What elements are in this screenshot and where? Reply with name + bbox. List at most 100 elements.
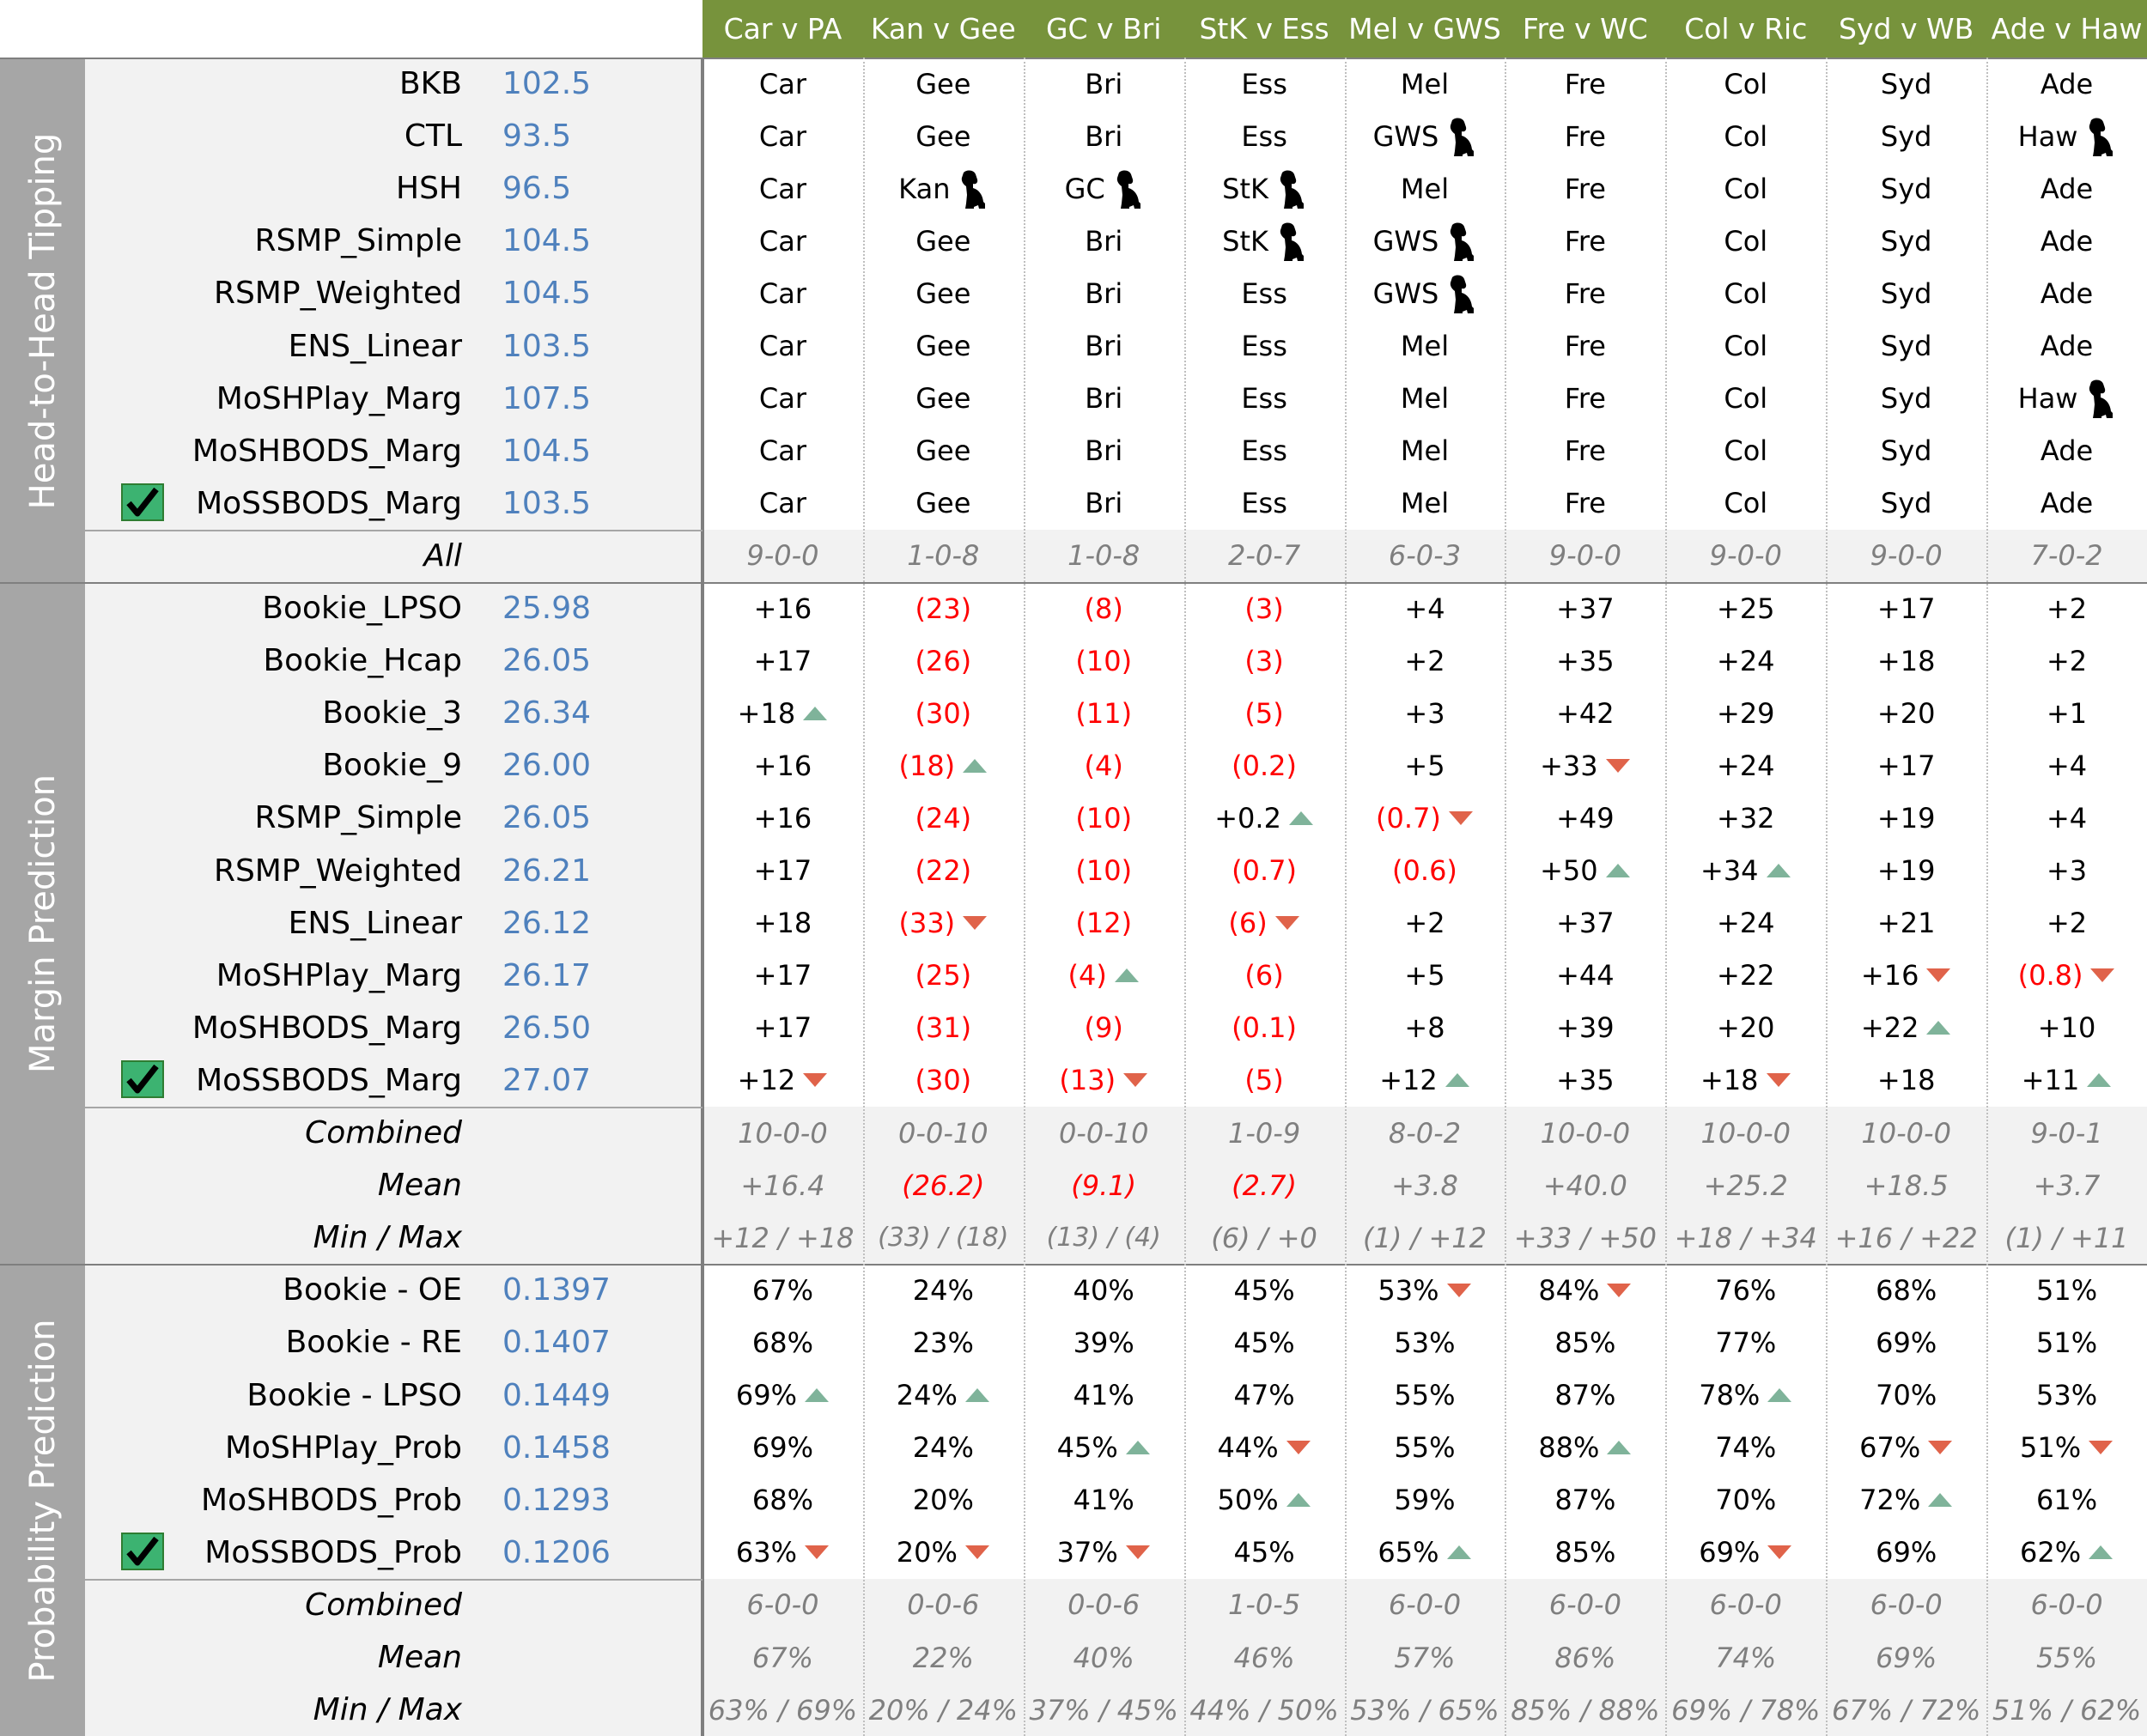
cell-text: Ess <box>1241 330 1287 363</box>
pick-cell: 39% <box>1024 1316 1184 1369</box>
pick-cell: Bri <box>1024 58 1184 110</box>
cell-text: Fre <box>1564 172 1606 205</box>
pick-cell: Mel <box>1345 373 1505 425</box>
cell-text: Ess <box>1241 487 1287 520</box>
dog-icon <box>1280 170 1305 209</box>
cell-text: +18 <box>1876 644 1936 677</box>
cell-text: Haw <box>2017 382 2078 416</box>
cell-text: +20 <box>1876 696 1936 730</box>
pick-cell: (0.1) <box>1184 1002 1345 1054</box>
pick-cell: Ade <box>1986 425 2147 477</box>
pick-cell: 69% <box>702 1369 863 1422</box>
pick-cell: Syd <box>1826 162 1986 215</box>
model-score: 26.05 <box>502 643 592 679</box>
cell-text: Bri <box>1085 67 1123 100</box>
pick-cell: 70% <box>1665 1474 1826 1527</box>
pick-cell: Mel <box>1345 58 1505 110</box>
summary-cell: 40% <box>1023 1631 1184 1684</box>
model-score: 0.1206 <box>502 1534 611 1570</box>
cell-text: Bri <box>1085 434 1123 468</box>
model-score: 26.34 <box>502 695 592 731</box>
pick-cell: Bri <box>1024 215 1184 267</box>
cell-text: +5 <box>1404 749 1445 782</box>
pick-cell: 55% <box>1345 1369 1505 1422</box>
down-icon <box>1767 1545 1792 1560</box>
cell-text: (0.7) <box>1232 854 1298 888</box>
cell-text: Gee <box>915 224 971 258</box>
summary-cell: 44% / 50% <box>1183 1684 1345 1736</box>
cell-text: 39% <box>1073 1326 1134 1359</box>
pick-cell: 78% <box>1665 1369 1826 1422</box>
summary-cell: 1-0-8 <box>1023 529 1184 582</box>
cell-text: 69% <box>1699 1536 1761 1569</box>
cell-text: 20% <box>912 1484 974 1517</box>
pick-cell: +2 <box>1345 634 1505 687</box>
pick-cell: +32 <box>1665 792 1826 844</box>
cell-text: Car <box>758 67 806 100</box>
cell-text: Ade <box>2040 487 2094 520</box>
check-holder <box>120 1532 167 1573</box>
section-title: Probability Prediction <box>22 1319 63 1683</box>
cell-text: +24 <box>1717 644 1775 677</box>
cell-text: +29 <box>1717 696 1775 730</box>
model-score: 0.1397 <box>502 1272 611 1308</box>
pick-cell: 68% <box>1826 1264 1986 1316</box>
pick-cell: +11 <box>1986 1054 2147 1107</box>
cell-text: +35 <box>1556 644 1615 677</box>
pick-cell: (10) <box>1024 845 1184 897</box>
model-score: 26.12 <box>502 905 592 941</box>
pick-cell: +16 <box>702 582 863 634</box>
summary-cell: 0-0-6 <box>1023 1578 1184 1631</box>
summary-cell: 8-0-2 <box>1344 1107 1505 1160</box>
pick-cell: 69% <box>1826 1316 1986 1369</box>
pick-cell: +22 <box>1665 950 1826 1002</box>
summary-cell: 74% <box>1665 1631 1827 1684</box>
summary-label: Mean <box>377 1168 462 1204</box>
pick-cell: Ess <box>1184 110 1345 162</box>
cell-text: +49 <box>1556 801 1615 835</box>
cell-text: (25) <box>915 959 972 992</box>
cell-text: (4) <box>1084 749 1123 782</box>
summary-cell: 10-0-0 <box>1505 1107 1666 1160</box>
pick-cell: 84% <box>1505 1264 1665 1316</box>
cell-text: 53% <box>1394 1326 1456 1359</box>
summary-cell: 86% <box>1505 1631 1666 1684</box>
pick-cell: 40% <box>1024 1264 1184 1316</box>
pick-cell: (0.6) <box>1345 845 1505 897</box>
pick-cell: 67% <box>1826 1422 1986 1474</box>
cell-text: Car <box>758 382 806 416</box>
model-name: Bookie_9 <box>322 748 462 784</box>
cell-text: +21 <box>1876 907 1936 940</box>
summary-cell: 85% / 88% <box>1505 1684 1666 1736</box>
cell-text: 23% <box>912 1326 974 1359</box>
model-name: MoSHPlay_Marg <box>216 380 462 416</box>
cell-text: +17 <box>753 959 812 992</box>
cell-text: +2 <box>1404 644 1445 677</box>
cell-text: +34 <box>1700 854 1759 888</box>
pick-cell: 62% <box>1986 1527 2147 1579</box>
pick-cell: (12) <box>1024 897 1184 950</box>
summary-cell: 37% / 45% <box>1023 1684 1184 1736</box>
pick-cell: GC <box>1024 162 1184 215</box>
cell-text: 68% <box>751 1484 813 1517</box>
cell-text: +4 <box>2046 749 2088 782</box>
pick-cell: Fre <box>1505 267 1665 319</box>
cell-text: 62% <box>2019 1536 2082 1569</box>
pick-cell: Col <box>1665 425 1826 477</box>
cell-text: +18 <box>737 696 796 730</box>
cell-text: 45% <box>1233 1273 1295 1307</box>
pick-cell: +24 <box>1665 634 1826 687</box>
cell-text: Syd <box>1880 224 1932 258</box>
up-icon <box>964 1388 989 1403</box>
cell-text: StK <box>1222 224 1269 258</box>
model-name: RSMP_Weighted <box>213 853 462 889</box>
column-divider <box>1665 58 1668 1736</box>
model-name: ENS_Linear <box>288 905 462 941</box>
cell-text: Ade <box>2040 172 2094 205</box>
pick-cell: 87% <box>1505 1474 1665 1527</box>
cell-text: (18) <box>898 749 956 782</box>
pick-cell: 50% <box>1184 1474 1345 1527</box>
summary-cell: 6-0-0 <box>1665 1578 1827 1631</box>
model-score: 0.1407 <box>502 1325 611 1361</box>
pick-cell: Car <box>702 373 863 425</box>
